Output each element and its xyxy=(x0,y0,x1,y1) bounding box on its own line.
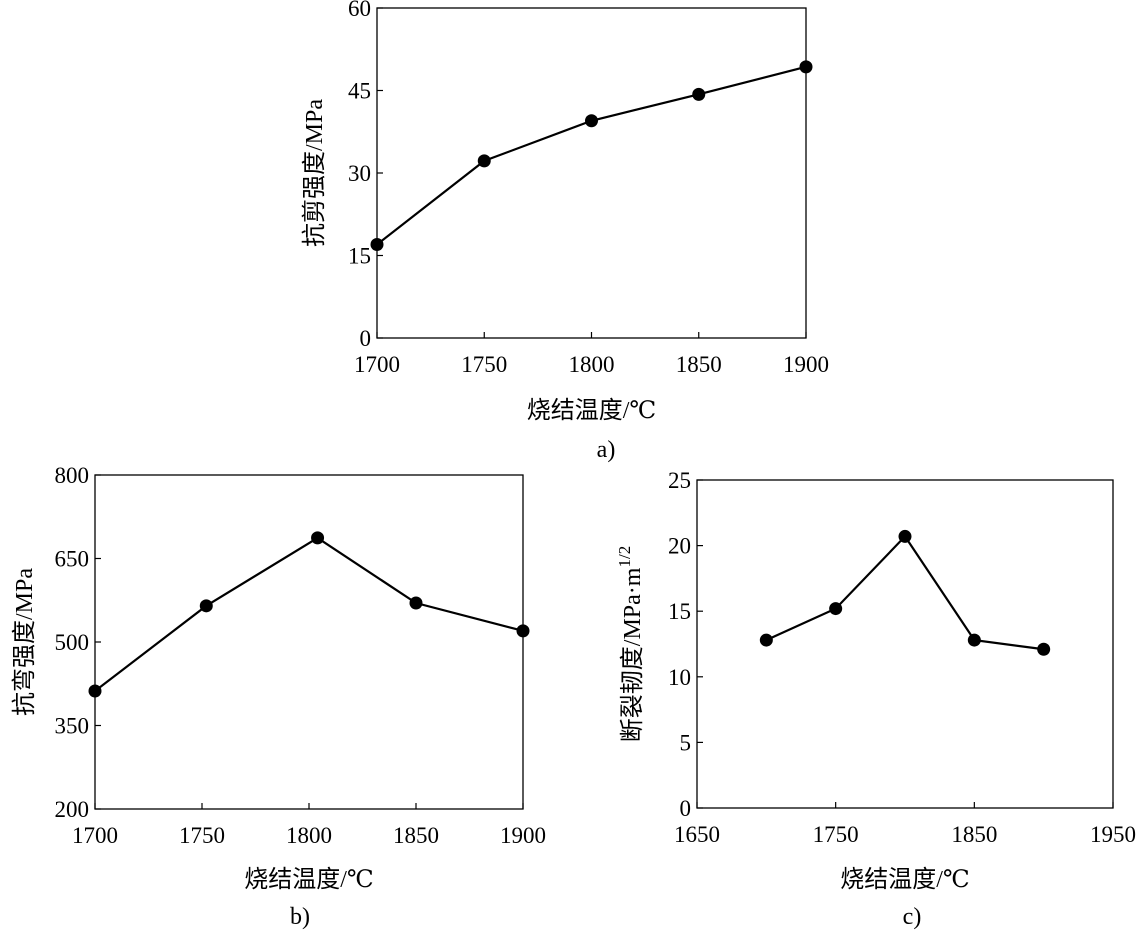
data-point xyxy=(1037,642,1051,656)
x-tick-label: 1650 xyxy=(674,822,720,847)
data-point xyxy=(409,596,423,610)
panel-label: b) xyxy=(290,904,310,930)
x-tick-label: 1850 xyxy=(676,352,722,377)
x-axis-label: 烧结温度/℃ xyxy=(244,866,374,893)
data-point xyxy=(585,114,598,128)
data-point xyxy=(692,87,706,101)
data-point xyxy=(370,238,384,251)
data-point xyxy=(829,602,843,616)
x-tick-label: 1850 xyxy=(951,822,997,847)
data-point xyxy=(759,633,773,647)
x-tick-label: 1900 xyxy=(500,823,546,848)
chart-a: 0 15 30 45 60 1700 1750 1800 1850 1900 烧结温度/℃ 抗剪强度/… xyxy=(301,0,829,463)
y-axis-label: 断裂韧度/MPa·m1/2 xyxy=(615,546,646,742)
x-axis-label: 烧结温度/℃ xyxy=(840,866,970,893)
y-tick-label: 15 xyxy=(668,599,691,624)
x-tick-label: 1900 xyxy=(783,352,829,377)
y-tick-label: 25 xyxy=(668,468,691,493)
y-tick-label: 350 xyxy=(55,714,90,739)
x-tick-label: 1750 xyxy=(813,822,859,847)
panel-label: a) xyxy=(597,437,616,463)
y-axis-label: 抗剪强度/MPa xyxy=(301,99,328,247)
y-tick-label: 60 xyxy=(348,0,371,21)
data-point xyxy=(311,531,325,545)
y-tick-label: 15 xyxy=(348,244,371,269)
y-tick-label: 200 xyxy=(55,797,90,822)
y-tick-label: 650 xyxy=(55,547,90,572)
data-point xyxy=(477,154,491,168)
y-axis-label: 抗弯强度/MPa xyxy=(11,568,38,716)
y-axis-label-text: 抗弯强度/MPa xyxy=(11,568,38,716)
y-axis-label-superscript: 1/2 xyxy=(615,546,634,568)
data-point xyxy=(516,624,530,638)
y-tick-label: 0 xyxy=(680,796,692,821)
plot-frame xyxy=(696,479,1114,809)
x-tick-label: 1850 xyxy=(393,823,439,848)
x-axis-label: 烧结温度/℃ xyxy=(527,397,657,424)
data-point xyxy=(88,684,102,698)
x-tick-label: 1800 xyxy=(569,352,615,377)
y-tick-label: 800 xyxy=(55,463,90,488)
chart-b: 200 350 500 650 800 1700 1750 1800 1850 1900 烧结温度/… xyxy=(11,463,546,930)
y-axis-label-text: 断裂韧度/MPa·m xyxy=(619,567,646,742)
y-tick-label: 5 xyxy=(680,730,692,755)
x-tick-label: 1950 xyxy=(1090,822,1136,847)
data-point xyxy=(799,60,813,74)
panel-label: c) xyxy=(903,904,922,930)
x-tick-label: 1700 xyxy=(354,352,400,377)
x-tick-label: 1800 xyxy=(286,823,332,848)
y-tick-label: 500 xyxy=(55,630,90,655)
y-tick-label: 10 xyxy=(668,665,691,690)
x-tick-label: 1750 xyxy=(461,352,507,377)
data-line xyxy=(765,534,1044,651)
y-axis-label-text: 抗剪强度/MPa xyxy=(301,99,328,247)
y-tick-label: 0 xyxy=(360,326,372,351)
x-tick-label: 1700 xyxy=(72,823,118,848)
data-line xyxy=(94,536,524,692)
x-tick-label: 1750 xyxy=(179,823,225,848)
data-point xyxy=(967,633,981,647)
y-tick-label: 45 xyxy=(348,79,371,104)
plot-frame xyxy=(376,7,807,339)
chart-c: 0 5 10 15 20 25 1650 1750 1850 1950 烧结温度/℃ 断裂韧度/MPa… xyxy=(615,468,1136,930)
y-tick-label: 30 xyxy=(348,161,371,186)
data-point xyxy=(199,599,213,613)
y-tick-label: 20 xyxy=(668,534,691,559)
data-line xyxy=(376,65,807,246)
data-point xyxy=(898,529,912,543)
